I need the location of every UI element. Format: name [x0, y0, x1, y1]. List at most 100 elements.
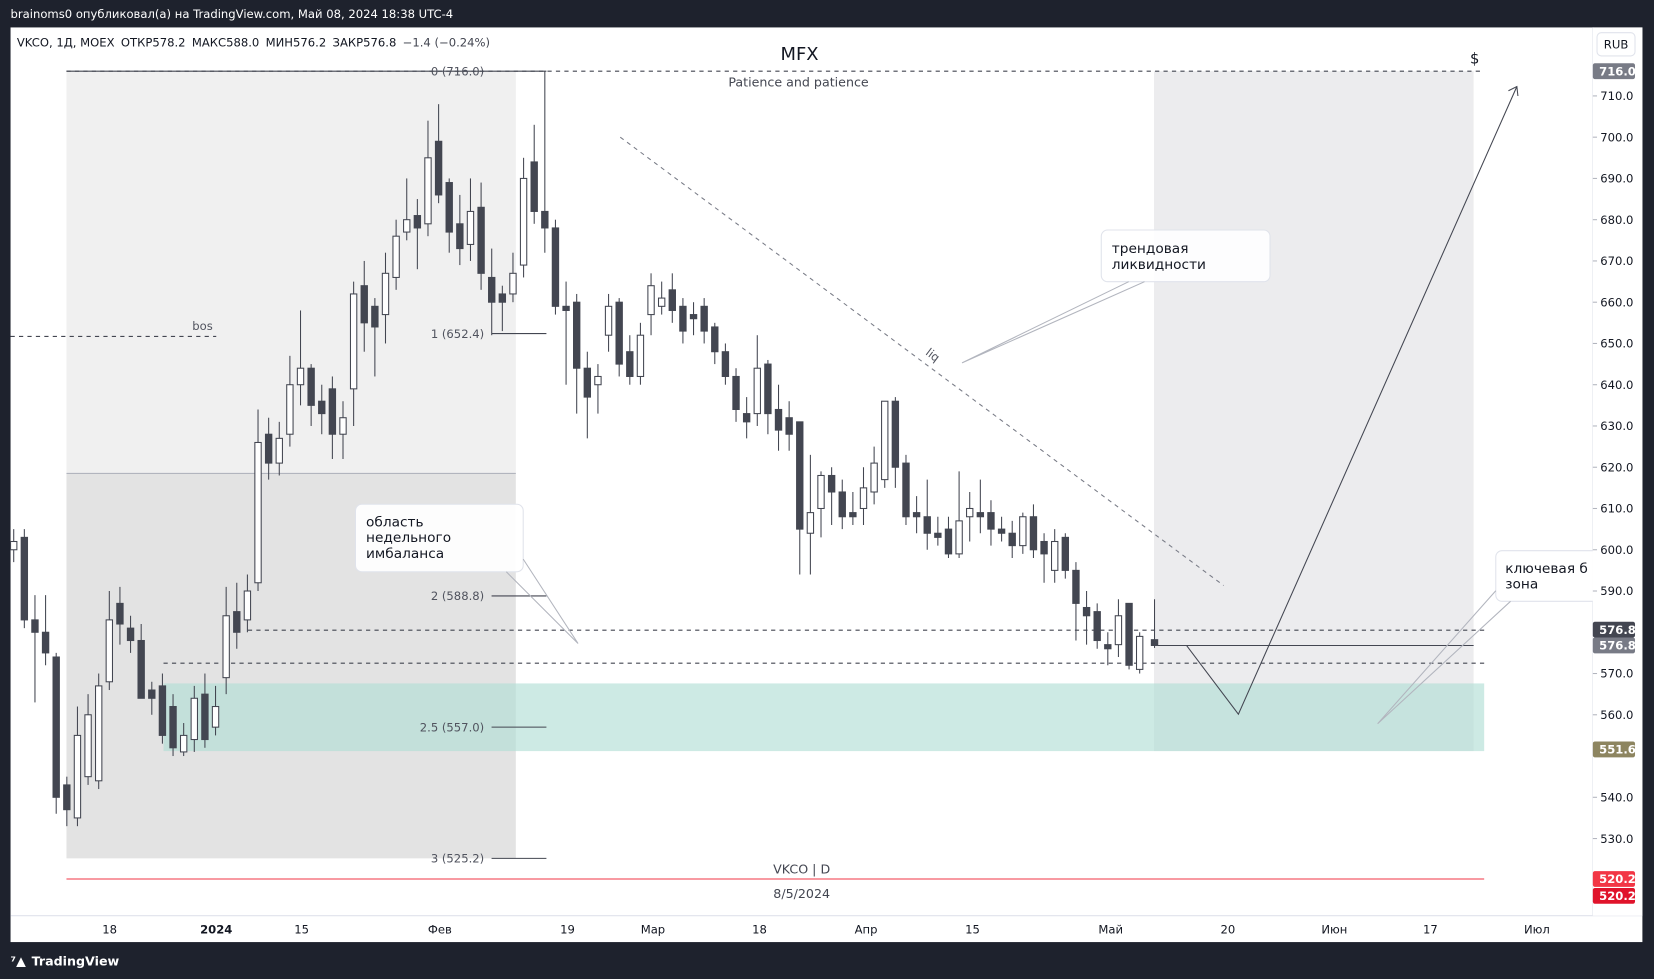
- title: MFX: [781, 44, 819, 65]
- candle-body: [721, 351, 730, 377]
- legend: VKCO, 1Д, MOEX ОТКР578.2 МАКС588.0 МИН576.2…: [17, 35, 490, 49]
- candle-body: [31, 619, 39, 633]
- price-marker-label: 716.0: [1599, 64, 1636, 78]
- candle-body: [434, 140, 443, 196]
- candle-body: [360, 285, 368, 324]
- imbalance-zone: [163, 683, 1485, 752]
- x-tick-label: Апр: [855, 923, 878, 937]
- candle-body: [190, 697, 198, 741]
- candle-body: [530, 161, 538, 212]
- x-tick-label: Май: [1098, 923, 1123, 937]
- callout-text: недельного: [366, 530, 451, 546]
- liq-label: liq: [923, 345, 942, 364]
- target-box: [1154, 71, 1474, 752]
- candle-body: [955, 520, 963, 555]
- candle-body: [870, 462, 878, 493]
- price-marker: [1592, 741, 1636, 758]
- candle-body: [562, 305, 570, 311]
- candle-body: [222, 615, 230, 679]
- price-marker-label: 576.8: [1599, 639, 1636, 653]
- candle-body: [604, 305, 613, 336]
- candle-body: [84, 714, 92, 778]
- watermark: VKCO | D: [773, 862, 830, 877]
- y-tick-label: 620.0: [1600, 460, 1633, 474]
- candle-body: [573, 301, 581, 369]
- candle-body: [679, 305, 687, 332]
- y-tick-label: 630.0: [1600, 419, 1633, 433]
- candle-body: [488, 276, 496, 303]
- candle-body: [615, 301, 623, 365]
- candle-body: [456, 223, 464, 250]
- candle-body: [201, 693, 209, 741]
- candle-body: [339, 417, 347, 435]
- drawings: liq трендовая ликвидности область недель…: [354, 44, 1602, 901]
- x-tick-label: Фев: [428, 923, 452, 937]
- y-tick-label: 700.0: [1600, 130, 1633, 144]
- candle-body: [105, 619, 114, 683]
- candle-body: [796, 421, 804, 530]
- candle-body: [498, 293, 507, 303]
- candle-body: [1114, 615, 1123, 646]
- x-tick-label: 15: [294, 923, 309, 937]
- candle-body: [1008, 532, 1016, 547]
- y-tick-label: 660.0: [1600, 295, 1633, 309]
- candle-body: [838, 491, 846, 518]
- currency-button-label[interactable]: RUB: [1604, 38, 1629, 52]
- candle-body: [41, 631, 50, 654]
- candle-body: [976, 512, 985, 518]
- legend-item: ОТКР578.2: [121, 35, 186, 49]
- y-tick-label: 650.0: [1600, 337, 1633, 351]
- x-tick-label: 20: [1220, 923, 1235, 937]
- y-tick-label: 560.0: [1600, 708, 1633, 722]
- candle-body: [233, 611, 241, 633]
- candle-body: [1072, 569, 1080, 604]
- candle-body: [626, 351, 634, 377]
- candle-body: [636, 334, 645, 377]
- callout-text: зона: [1505, 577, 1538, 593]
- candle-body: [541, 210, 549, 229]
- candle-body: [647, 285, 655, 316]
- candle-body: [902, 462, 910, 518]
- candle-body: [1082, 606, 1091, 617]
- currency-button[interactable]: [1596, 32, 1636, 57]
- candle-body: [371, 305, 379, 328]
- candle-body: [403, 219, 411, 233]
- callout: [354, 503, 524, 573]
- legend-item: −1.4 (−0.24%): [403, 35, 490, 49]
- candle-body: [827, 474, 836, 493]
- x-tick-label: Июл: [1524, 923, 1550, 937]
- callout-pointer: [1377, 590, 1511, 725]
- candle-body: [179, 734, 188, 753]
- callout-text: ликвидности: [1112, 257, 1206, 273]
- price-marker-label: 520.2: [1599, 889, 1636, 903]
- y-tick-label: 530.0: [1600, 832, 1633, 846]
- candle-body: [254, 441, 262, 584]
- candle-body: [551, 227, 560, 307]
- candle-body: [413, 215, 422, 229]
- candle-body: [668, 289, 676, 311]
- bos-label: bos: [192, 319, 212, 333]
- candle-body: [966, 507, 974, 518]
- price-marker: [1592, 637, 1636, 654]
- candle-body: [1061, 536, 1070, 571]
- y-tick-label: 570.0: [1600, 667, 1633, 681]
- candle-body: [10, 540, 18, 551]
- candle-body: [1135, 635, 1144, 670]
- price-axis: [1592, 27, 1643, 916]
- callout-text: имбаланса: [366, 546, 444, 562]
- candle-body: [849, 512, 857, 518]
- candle-body: [148, 689, 156, 699]
- price-marker: [1592, 621, 1636, 638]
- y-tick-label: 610.0: [1600, 502, 1633, 516]
- candle-body: [1051, 540, 1059, 571]
- candle-body: [774, 408, 783, 431]
- y-tick-label: 600.0: [1600, 543, 1633, 557]
- candle-body: [349, 293, 358, 390]
- price-marker-label: 576.8: [1599, 623, 1636, 637]
- candle-body: [509, 272, 517, 295]
- candle-body: [318, 400, 326, 415]
- candle-body: [243, 590, 252, 621]
- candle-body: [519, 177, 528, 266]
- x-tick-label: 15: [965, 923, 980, 937]
